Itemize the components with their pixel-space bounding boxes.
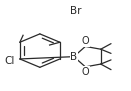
Text: O: O: [82, 36, 89, 46]
Text: Cl: Cl: [4, 56, 14, 66]
Text: O: O: [82, 67, 89, 77]
Text: B: B: [70, 52, 77, 62]
Text: Br: Br: [70, 6, 81, 16]
